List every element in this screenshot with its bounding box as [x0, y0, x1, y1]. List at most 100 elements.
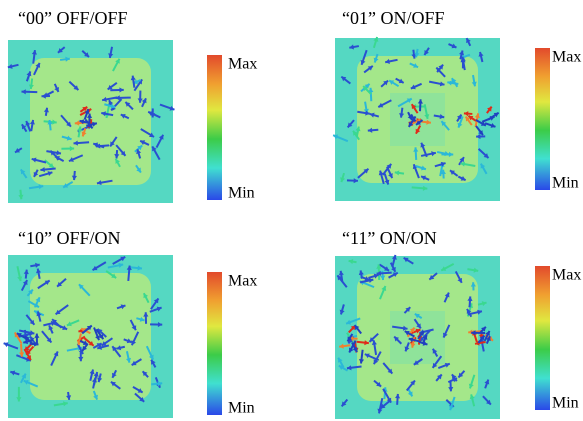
- arrow-head: [93, 142, 99, 148]
- arrow-head: [376, 264, 382, 269]
- arrow-head: [476, 133, 481, 140]
- arrow-head: [98, 334, 104, 340]
- arrow-head: [444, 362, 450, 368]
- arrow-head: [137, 79, 143, 85]
- arrow-head: [451, 43, 457, 49]
- arrow-head: [91, 377, 97, 383]
- panel-title: “00” OFF/OFF: [18, 8, 128, 28]
- colorbar: [207, 55, 222, 200]
- arrow-head: [383, 80, 389, 86]
- arrow-head: [31, 157, 37, 163]
- arrow-head: [471, 81, 477, 87]
- arrow-head: [354, 325, 360, 331]
- arrow-head: [403, 257, 409, 263]
- arrow-head: [63, 183, 69, 188]
- arrow-head: [353, 178, 358, 184]
- arrow-head: [136, 149, 142, 155]
- arrow-head: [449, 170, 455, 175]
- arrow-head: [101, 111, 106, 117]
- arrow-head: [458, 372, 464, 378]
- arrow-head: [82, 340, 88, 346]
- arrow-head: [387, 368, 393, 374]
- arrow-head: [34, 333, 40, 338]
- arrow-head: [92, 265, 98, 271]
- arrow-head: [108, 53, 114, 58]
- arrow-head: [420, 142, 426, 148]
- arrow-head: [115, 95, 120, 101]
- arrow-head: [142, 371, 148, 377]
- arrow-head: [394, 170, 400, 176]
- arrow-head: [126, 338, 132, 344]
- arrow-head: [404, 330, 410, 336]
- arrow-head: [369, 112, 375, 118]
- arrow-head: [112, 372, 117, 378]
- arrow-head: [441, 266, 447, 271]
- arrow-head: [415, 328, 421, 334]
- arrow-head: [97, 377, 103, 383]
- arrow-head: [451, 78, 457, 84]
- arrow-head: [367, 65, 373, 71]
- arrow-head: [86, 325, 92, 331]
- arrow-head: [386, 163, 392, 169]
- arrow-head: [140, 140, 146, 145]
- arrow-head: [137, 388, 143, 393]
- arrow-head: [398, 78, 404, 84]
- arrow-head: [65, 56, 70, 62]
- arrow-head: [149, 132, 155, 137]
- arrow-head: [26, 356, 31, 362]
- arrow-head: [143, 293, 149, 299]
- arrow-head: [28, 289, 33, 295]
- arrow-head: [119, 87, 124, 93]
- arrow-head: [478, 51, 484, 57]
- arrow-head: [156, 306, 162, 312]
- arrow-head: [148, 111, 154, 116]
- arrow-head: [404, 346, 410, 352]
- arrow-head: [368, 277, 374, 284]
- arrow-head: [384, 266, 390, 271]
- arrow-head: [131, 340, 137, 346]
- arrow-head: [26, 349, 31, 355]
- arrow-head: [73, 140, 78, 146]
- arrow-head: [48, 325, 54, 331]
- arrow-head: [120, 150, 126, 156]
- arrow-head: [467, 296, 473, 301]
- arrow-head: [470, 282, 476, 287]
- arrow-head: [399, 113, 405, 118]
- arrow-head: [66, 121, 71, 127]
- arrow-head: [348, 335, 354, 342]
- arrow-head: [35, 262, 40, 268]
- arrow-head: [29, 119, 35, 125]
- arrow-head: [74, 120, 80, 126]
- arrow-head: [96, 180, 102, 186]
- arrow-head: [29, 319, 35, 325]
- arrow-head: [484, 379, 490, 385]
- arrow-head: [26, 71, 32, 77]
- arrow-head: [378, 102, 384, 108]
- arrow-head: [407, 391, 413, 397]
- arrow-head: [137, 145, 143, 151]
- arrow-head: [493, 112, 499, 118]
- arrow-head: [53, 351, 59, 357]
- arrow-head: [414, 313, 420, 319]
- arrow-head: [388, 173, 393, 179]
- arrow-head: [408, 337, 414, 343]
- arrow-head: [384, 179, 390, 185]
- arrow-head: [35, 62, 41, 68]
- arrow-head: [116, 345, 122, 351]
- arrow-head: [62, 325, 68, 330]
- arrow-head: [23, 379, 29, 385]
- arrow-head: [431, 151, 436, 157]
- arrow-head: [448, 151, 454, 158]
- arrow-head: [19, 352, 25, 357]
- arrow-head: [46, 337, 52, 343]
- arrow-head: [347, 122, 353, 128]
- arrow-head: [57, 48, 63, 53]
- arrow-head: [460, 175, 466, 181]
- arrow-head: [415, 128, 421, 134]
- arrow-head: [410, 380, 415, 386]
- arrow-head: [66, 135, 72, 141]
- arrow-head: [480, 163, 486, 169]
- arrow-head: [447, 80, 452, 86]
- arrow-head: [158, 134, 164, 140]
- arrow-head: [439, 81, 445, 87]
